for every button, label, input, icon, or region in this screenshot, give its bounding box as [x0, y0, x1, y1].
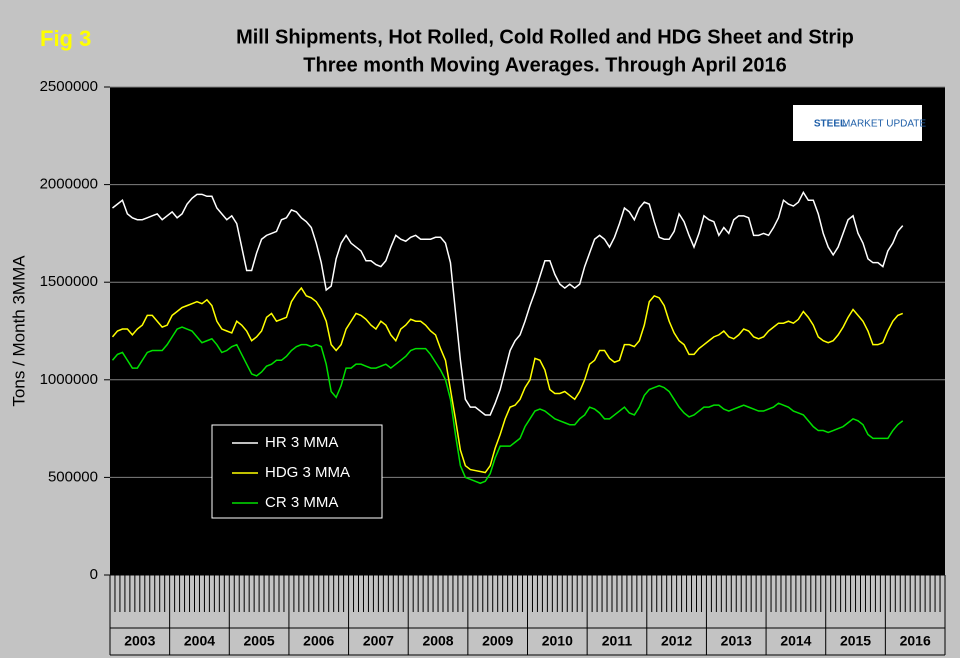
x-tick-label: 2012 [661, 633, 692, 649]
x-tick-label: 2011 [602, 633, 633, 649]
x-tick-label: 2007 [363, 633, 394, 649]
legend-label: HR 3 MMA [265, 434, 338, 451]
lines [111, 190, 904, 485]
y-tick-label: 1000000 [40, 371, 98, 388]
series-line [111, 326, 904, 485]
y-tick-label: 500000 [48, 468, 98, 485]
logo-text: MARKET UPDATE [842, 119, 926, 130]
y-tick-label: 1500000 [40, 273, 98, 290]
fig-label: Fig 3 [40, 26, 91, 51]
y-axis-label: Tons / Month 3MMA [9, 255, 28, 407]
logo-text: STEEL [814, 119, 846, 130]
x-tick-label: 2005 [244, 633, 275, 649]
x-tick-label: 2013 [721, 633, 752, 649]
x-tick-label: 2010 [542, 633, 573, 649]
chart-subtitle: Three month Moving Averages. Through Apr… [303, 54, 786, 76]
x-tick-label: 2008 [422, 633, 453, 649]
x-tick-label: 2006 [303, 633, 334, 649]
y-tick-label: 2500000 [40, 78, 98, 95]
legend-label: CR 3 MMA [265, 494, 338, 511]
x-tick-label: 2014 [780, 633, 811, 649]
x-tick-label: 2003 [124, 633, 155, 649]
x-tick-label: 2009 [482, 633, 513, 649]
series-line [112, 190, 904, 416]
y-tick-label: 2000000 [40, 176, 98, 193]
x-tick-label: 2004 [184, 633, 215, 649]
x-axis: 2003 2004 2005 2006 2007 2008 2009 2010 2011 2012… [109, 574, 946, 656]
series-line [111, 286, 904, 474]
logo-box [793, 105, 922, 141]
y-tick-label: 0 [90, 566, 98, 583]
chart-title: Mill Shipments, Hot Rolled, Cold Rolled … [236, 26, 854, 48]
x-tick-label: 2015 [840, 633, 871, 649]
legend-entries: HR 3 MMA HDG 3 MMA CR 3 MMA [232, 434, 350, 511]
legend-label: HDG 3 MMA [265, 464, 350, 481]
x-tick-label: 2016 [900, 633, 931, 649]
